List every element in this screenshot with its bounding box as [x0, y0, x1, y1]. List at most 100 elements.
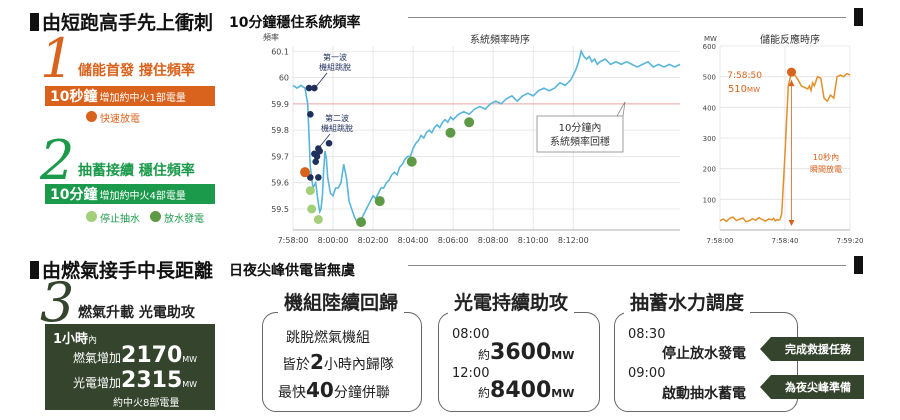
annotation-second-trip-2: 機組跳脫 — [321, 123, 353, 133]
discharge-arrow-head — [788, 80, 795, 87]
x-tick-label: 8:12:00 — [558, 236, 589, 245]
y-tick-label: 59.8 — [271, 126, 289, 135]
annotation-box — [536, 115, 624, 153]
x-tick-label: 8:10:00 — [518, 236, 549, 245]
legend-text: 停止抽水 — [100, 214, 140, 225]
annotation-discharge-1: 10秒內 — [813, 152, 839, 162]
y-axis-label: 頻率 — [263, 32, 279, 42]
step3-line4: 約中火8部電量 — [113, 398, 180, 409]
annotation-second-trip-1: 第二波 — [325, 113, 349, 123]
y-tick-label: 600 — [703, 43, 716, 51]
y-tick-label: 59.9 — [271, 100, 289, 109]
y-tick-label: 500 — [703, 74, 716, 82]
y-tick-label: 300 — [703, 135, 716, 143]
panel-title-solar: 光電持續助攻 — [448, 288, 575, 315]
panel3-time2: 09:00 — [628, 366, 666, 381]
section-title: 由燃氣接手中長距離 — [42, 260, 214, 282]
y-tick-label: 60 — [279, 74, 289, 83]
highlight-value: 510MW — [728, 84, 760, 95]
x-tick-label: 7:58:00 — [278, 236, 309, 245]
x-tick-label: 8:08:00 — [478, 236, 509, 245]
marker-navy — [325, 139, 333, 147]
marker-navy — [312, 158, 319, 165]
panel1-line2: 皆於2小時內歸隊 — [282, 350, 394, 374]
step-title-3: 燃氣升載 光電助攻 — [78, 305, 195, 321]
marker-navy — [313, 153, 321, 160]
marker-light-green — [313, 214, 323, 224]
chart-title: 系統頻率時序 — [470, 33, 530, 46]
discharge-arrow-head — [788, 220, 795, 226]
section-header-2: 由燃氣接手中長距離 日夜尖峰供電皆無虞 — [30, 256, 355, 283]
legend-text: 快速放電 — [100, 114, 140, 125]
panel1-line3: 最快40分鐘併聯 — [278, 378, 390, 402]
frequency-chart: 頻率 系統頻率時序 60.1 60 59.9 59.8 59.7 59.6 59.5 7:58… — [263, 32, 681, 245]
legend-orange-dot — [86, 111, 97, 122]
step-number-1: 1 — [40, 27, 75, 90]
panel3-time1: 08:30 — [628, 327, 666, 342]
step3-summary-box: 1小時內 燃氣增加2170MW 光電增加2315MW 約中火8部電量 — [45, 324, 215, 410]
panel-title-units-return: 機組陸續回歸 — [278, 288, 405, 315]
annotation-arrow-1 — [314, 72, 328, 89]
panel3-action1: 停止放水發電 — [662, 346, 746, 362]
legend-text: 放水發電 — [164, 214, 204, 225]
legend-lightgreen-dot — [86, 211, 97, 222]
y-tick-label: 100 — [703, 196, 716, 204]
x-tick-label: 7:59:20 — [837, 237, 864, 245]
y-tick-label: 59.5 — [271, 205, 289, 214]
legend-darkgreen-dot — [150, 211, 161, 222]
tag-rescue-complete: 完成救援任務 — [760, 337, 864, 361]
step-number-2: 2 — [40, 129, 75, 192]
y-tick-label: 400 — [703, 104, 716, 112]
marker-mid-green — [356, 217, 367, 228]
section-subtitle: 10分鐘穩住系統頻率 — [229, 14, 361, 31]
annotation-arrow-2 — [316, 133, 331, 151]
step3-line2: 燃氣增加2170MW — [73, 343, 198, 368]
panel2-value2: 約8400MW — [478, 378, 575, 403]
step-bar-detail: 增加約中火4部電量 — [99, 190, 186, 202]
annotation-recover-1: 10分鐘內 — [559, 121, 602, 134]
step-number-3: 3 — [40, 271, 75, 334]
y-tick-label: 59.7 — [271, 152, 289, 161]
step-bar-bold: 10分鐘 — [50, 187, 98, 203]
x-tick-label: 7:58:00 — [707, 237, 734, 245]
section-marker — [30, 12, 39, 31]
step-bar-detail: 增加約中火1部電量 — [99, 92, 186, 104]
section-marker — [30, 260, 39, 279]
marker-light-green — [307, 204, 317, 214]
x-tick-label: 8:04:00 — [398, 236, 429, 245]
marker-navy — [305, 84, 313, 92]
storage-chart: MW 儲能反應時序 600 500 400 300 200 100 7:58:00 7:58:… — [703, 33, 864, 245]
y-tick-label: 60.1 — [271, 47, 289, 56]
marker-light-green — [305, 186, 315, 196]
section-header-1: 由短跑高手先上衝刺 10分鐘穩住系統頻率 — [30, 8, 361, 35]
y-tick-label: 200 — [703, 166, 716, 174]
highlight-time: 7:58:50 — [727, 71, 762, 81]
step-title-2: 抽蓄接續 穩住頻率 — [78, 163, 195, 179]
panel2-time2: 12:00 — [452, 366, 490, 381]
storage-series-line — [719, 70, 851, 223]
x-tick-label: 8:00:00 — [318, 236, 349, 245]
panel1-line1: 跳脫燃氣機組 — [286, 330, 370, 346]
annotation-first-trip-1: 第一波 — [323, 52, 347, 62]
annotation-first-trip-2: 機組跳脫 — [319, 62, 351, 72]
section-end-marker — [854, 8, 863, 26]
annotation-recover-2: 系統頻率回穩 — [550, 135, 610, 148]
annotation-box-pointer — [616, 101, 626, 117]
section-title: 由短跑高手先上衝刺 — [42, 12, 214, 34]
step-bar-1: 10秒鐘 增加約中火1部電量 — [45, 86, 215, 106]
x-tick-label: 7:58:40 — [772, 237, 799, 245]
x-tick-label: 8:06:00 — [438, 236, 469, 245]
step3-line1: 1小時內 — [53, 332, 98, 347]
section-divider — [408, 17, 846, 18]
frequency-series-line — [292, 49, 681, 227]
marker-mid-green — [374, 196, 385, 207]
step-title-1: 儲能首發 撐住頻率 — [78, 63, 195, 79]
marker-orange — [300, 167, 311, 178]
section-divider — [408, 265, 846, 266]
y-axis-label: MW — [704, 35, 717, 43]
marker-navy — [315, 174, 322, 181]
section-subtitle: 日夜尖峰供電皆無虞 — [229, 262, 356, 279]
panel2-value1: 約3600MW — [478, 340, 575, 365]
marker-mid-green — [445, 127, 456, 138]
panel-title-pumped-storage: 抽蓄水力調度 — [624, 288, 751, 315]
